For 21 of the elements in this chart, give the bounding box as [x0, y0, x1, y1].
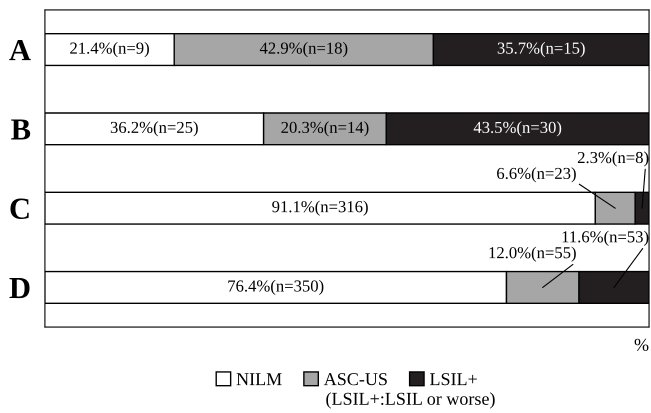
legend-label: ASC-US — [324, 373, 387, 386]
legend-label: NILM — [236, 373, 282, 386]
legend-label: LSIL+ — [430, 373, 477, 386]
y-tick-label: A — [9, 40, 31, 60]
data-label: 42.9%(n=18) — [260, 42, 348, 58]
data-label: 91.1%(n=316) — [272, 200, 368, 216]
data-label: 2.3%(n=8) — [578, 151, 648, 167]
data-label: 76.4%(n=350) — [228, 280, 324, 296]
data-label: 43.5%(n=30) — [474, 121, 562, 136]
y-tick-label: D — [10, 278, 30, 298]
data-label: 35.7%(n=15) — [498, 42, 585, 58]
y-tick-label: B — [11, 119, 30, 140]
data-label: 21.4%(n=9) — [70, 42, 149, 58]
text: (LSIL+:LSIL or worse) — [326, 392, 495, 409]
x-axis-title: % — [634, 338, 648, 351]
data-label: 11.6%(n=53) — [562, 230, 648, 246]
data-label: 20.3%(n=14) — [281, 121, 368, 136]
data-label: 6.6%(n=23) — [497, 167, 576, 182]
data-label: 36.2%(n=25) — [110, 121, 198, 136]
data-label: 12.0%(n=55) — [489, 246, 576, 262]
y-tick-label: C — [10, 198, 29, 220]
